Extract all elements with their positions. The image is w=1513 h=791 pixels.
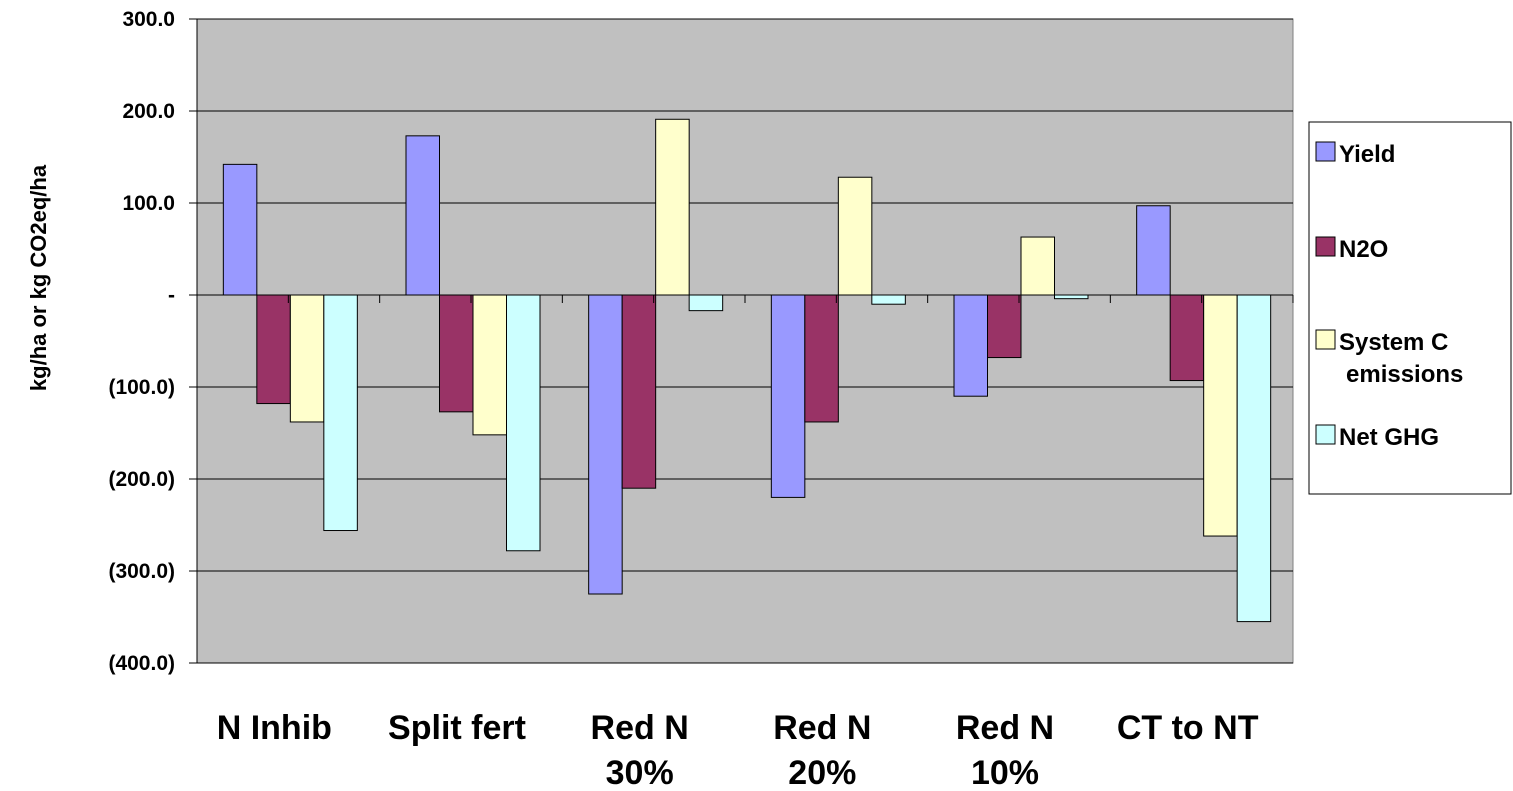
y-tick-label: (400.0)	[108, 652, 175, 675]
legend-label: System C	[1339, 329, 1448, 356]
bar-net-ghg	[688, 294, 724, 312]
y-tick-label: (100.0)	[108, 376, 175, 399]
y-tick-label: (200.0)	[108, 468, 175, 491]
x-tick-label: Red N	[591, 709, 689, 747]
x-tick-label: N Inhib	[217, 709, 332, 747]
bar-system-c-emissions	[655, 118, 690, 296]
bar-system-c-emissions	[1203, 294, 1238, 537]
legend-label: N2O	[1339, 236, 1388, 263]
bar-system-c-emissions	[289, 294, 325, 423]
bar-net-ghg	[871, 294, 906, 305]
bar-net-ghg	[1054, 294, 1089, 300]
legend-swatch-system-c-emissions	[1315, 329, 1336, 350]
bar-n2o	[804, 294, 839, 423]
axes	[189, 18, 1294, 664]
legend-swatch-n2o	[1315, 236, 1336, 257]
plot-area	[196, 18, 1294, 664]
bar-net-ghg	[323, 294, 358, 532]
legend-swatch-yield	[1315, 141, 1336, 162]
x-tick-label: 30%	[606, 754, 674, 791]
x-tick-label: 10%	[971, 754, 1039, 791]
bar-system-c-emissions	[1020, 236, 1055, 296]
bar-n2o	[1169, 294, 1205, 382]
bar-net-ghg	[506, 294, 541, 552]
x-tick-label: Red N	[773, 709, 871, 747]
bar-n2o	[256, 294, 291, 405]
y-tick-label: 200.0	[122, 100, 175, 123]
x-tick-label: Red N	[956, 709, 1054, 747]
bar-yield	[770, 294, 806, 498]
bar-system-c-emissions	[472, 294, 507, 436]
y-tick-label: (300.0)	[108, 560, 175, 583]
legend: Yield N2O System C emissions Net GHG	[1308, 121, 1512, 495]
x-tick-labels: N Inhib Split fert Red N 30% Red N 20% Red N 10…	[217, 709, 1259, 791]
legend-label: Yield	[1339, 141, 1395, 168]
legend-box	[1308, 121, 1512, 495]
legend-swatch-net-ghg	[1315, 424, 1336, 445]
bar-net-ghg	[1236, 294, 1272, 623]
legend-label: Net GHG	[1339, 424, 1439, 451]
x-tick-label: Split fert	[388, 709, 526, 747]
y-tick-label: -	[168, 284, 175, 307]
bars	[222, 118, 1272, 623]
legend-label: emissions	[1346, 361, 1463, 388]
bar-n2o	[987, 294, 1022, 359]
y-tick-label: 300.0	[122, 8, 175, 31]
bar-yield	[405, 135, 440, 296]
y-tick-label: 100.0	[122, 192, 175, 215]
bar-n2o	[621, 294, 657, 489]
y-axis-label: kg/ha or kg CO2eq/ha	[26, 164, 51, 391]
bar-yield	[588, 294, 623, 595]
x-tick-label: 20%	[788, 754, 856, 791]
bar-yield	[222, 163, 258, 296]
y-tick-labels: 300.0 200.0 100.0 - (100.0) (200.0) (300.0) (40…	[108, 8, 175, 675]
bar-n2o	[439, 294, 474, 413]
bar-yield	[953, 294, 988, 397]
gridlines	[197, 18, 1293, 664]
bar-yield	[1136, 205, 1171, 296]
bar-system-c-emissions	[837, 176, 873, 296]
x-tick-label: CT to NT	[1117, 709, 1259, 747]
